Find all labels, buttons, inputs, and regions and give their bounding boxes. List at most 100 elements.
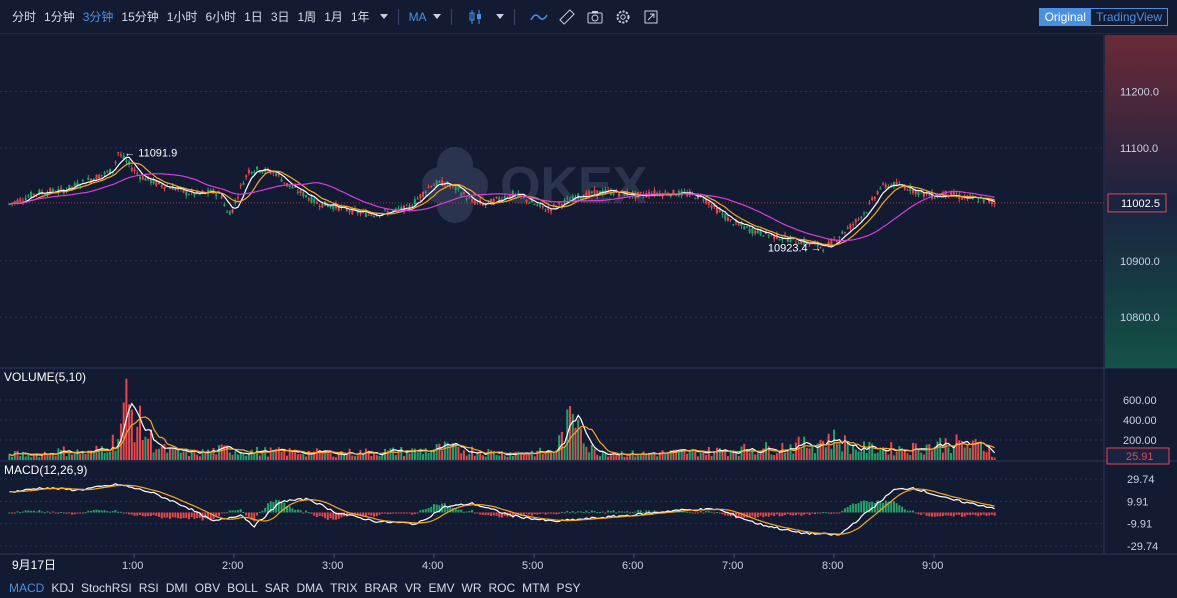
volume-bar <box>936 441 939 460</box>
volume-bar <box>152 452 155 460</box>
indicator-tab[interactable]: VR <box>404 581 422 595</box>
candle-body <box>808 243 811 245</box>
fullscreen-icon[interactable] <box>640 6 662 28</box>
macd-histogram-bar <box>898 505 901 513</box>
camera-icon[interactable] <box>584 6 606 28</box>
view-original-button[interactable]: Original <box>1039 9 1091 25</box>
timeframe-tab[interactable]: 1小时 <box>166 10 198 24</box>
timeframe-tab[interactable]: 1日 <box>244 10 263 24</box>
indicator-select[interactable]: MA <box>409 10 441 24</box>
volume-bar <box>468 453 471 460</box>
volume-bar <box>332 456 335 460</box>
macd-tick-label: 29.74 <box>1127 474 1155 486</box>
volume-bar <box>939 437 942 460</box>
indicator-tab[interactable]: DMI <box>165 581 188 595</box>
candle-type-icon[interactable] <box>465 6 487 28</box>
timeframe-tab[interactable]: 15分钟 <box>121 10 159 24</box>
indicator-tab[interactable]: MTM <box>522 581 550 595</box>
indicator-tab[interactable]: RSI <box>138 581 159 595</box>
candle-body <box>193 193 196 196</box>
volume-bar <box>179 452 182 460</box>
indicator-tab[interactable]: SAR <box>264 581 290 595</box>
timeframe-tab[interactable]: 3日 <box>270 10 290 24</box>
candle-body <box>846 227 849 229</box>
macd-histogram-bar <box>620 511 623 513</box>
macd-histogram-bar <box>849 505 852 513</box>
indicator-tab[interactable]: TRIX <box>330 581 358 595</box>
indicator-tab[interactable]: BRAR <box>364 581 398 595</box>
price-chart[interactable]: 11200.0 11100.0 10900.0 10800.0 OKEX ← 11091.… <box>0 35 1177 578</box>
macd-histogram-bar <box>49 512 52 514</box>
timeframe-tab[interactable]: 3分钟 <box>82 10 114 24</box>
volume-bar <box>658 452 661 460</box>
timeframe-tab[interactable]: 1分钟 <box>44 10 75 24</box>
gear-icon[interactable] <box>612 6 634 28</box>
volume-bar <box>95 445 98 460</box>
volume-bar <box>340 451 343 460</box>
macd-tick-label: 9.91 <box>1127 496 1148 508</box>
timeframe-tab[interactable]: 分时 <box>12 10 37 24</box>
macd-histogram-bar <box>623 511 626 513</box>
volume-bar <box>618 454 621 460</box>
volume-bar <box>258 455 261 460</box>
indicator-tab[interactable]: WR <box>461 581 482 595</box>
macd-histogram-bar <box>457 509 460 513</box>
indicator-tab[interactable]: StochRSI <box>81 581 132 595</box>
candle-body <box>449 185 452 187</box>
indicator-tab[interactable]: BOLL <box>227 581 258 595</box>
volume-bar <box>906 453 909 460</box>
indicator-tab[interactable]: KDJ <box>51 581 75 595</box>
indicator-tab[interactable]: DMA <box>296 581 324 595</box>
volume-bar <box>661 450 664 460</box>
volume-bar <box>187 455 190 460</box>
volume-bar <box>356 455 359 460</box>
candle-body <box>280 179 283 182</box>
line-chart-icon[interactable] <box>528 6 550 28</box>
candle-type-chevron-down-icon[interactable] <box>495 14 504 19</box>
candle-body <box>454 185 457 191</box>
volume-bar <box>70 454 73 460</box>
candle-body <box>215 194 218 197</box>
candle-body <box>427 187 430 189</box>
volume-bar <box>688 450 691 460</box>
ruler-icon[interactable] <box>556 6 578 28</box>
candle-body <box>49 188 52 193</box>
volume-bar <box>269 447 272 460</box>
indicator-tab[interactable]: EMV <box>428 581 455 595</box>
indicator-tab[interactable]: OBV <box>194 581 221 595</box>
candle-body <box>438 181 441 183</box>
macd-histogram-bar <box>68 512 71 514</box>
macd-histogram-bar <box>481 512 484 515</box>
candle-body <box>247 169 250 173</box>
candle-body <box>705 198 708 204</box>
macd-histogram-bar <box>177 512 180 519</box>
timeframe-tab[interactable]: 1年 <box>350 10 370 24</box>
candle-body <box>114 161 117 163</box>
macd-histogram-bar <box>313 512 316 516</box>
more-timeframes-chevron-down-icon[interactable] <box>379 14 388 19</box>
volume-bar <box>424 448 427 460</box>
macd-histogram-bar <box>498 512 501 518</box>
view-tradingview-button[interactable]: TradingView <box>1095 10 1162 24</box>
volume-bar <box>351 455 354 460</box>
timeframe-tab[interactable]: 1月 <box>324 10 343 24</box>
timeframe-tab[interactable]: 6小时 <box>205 10 237 24</box>
candle-body <box>79 185 82 187</box>
candle-body <box>637 192 640 196</box>
macd-histogram-bar <box>332 512 335 520</box>
high-price-marker: ← 11091.9 <box>124 147 177 159</box>
volume-bar <box>933 447 936 460</box>
macd-histogram-bar <box>288 506 291 513</box>
timeframe-tab[interactable]: 1周 <box>297 10 317 24</box>
macd-histogram-bar <box>125 512 128 514</box>
indicator-tab[interactable]: ROC <box>488 581 516 595</box>
macd-histogram-bar <box>100 510 103 513</box>
indicator-tab[interactable]: MACD <box>9 581 45 595</box>
volume-bar <box>329 450 332 460</box>
volume-bar <box>266 456 269 460</box>
volume-bar <box>245 455 248 460</box>
candle-body <box>152 179 155 184</box>
indicator-tab[interactable]: PSY <box>556 581 581 595</box>
time-tick-label: 6:00 <box>622 560 643 572</box>
macd-histogram-bar <box>443 503 446 513</box>
